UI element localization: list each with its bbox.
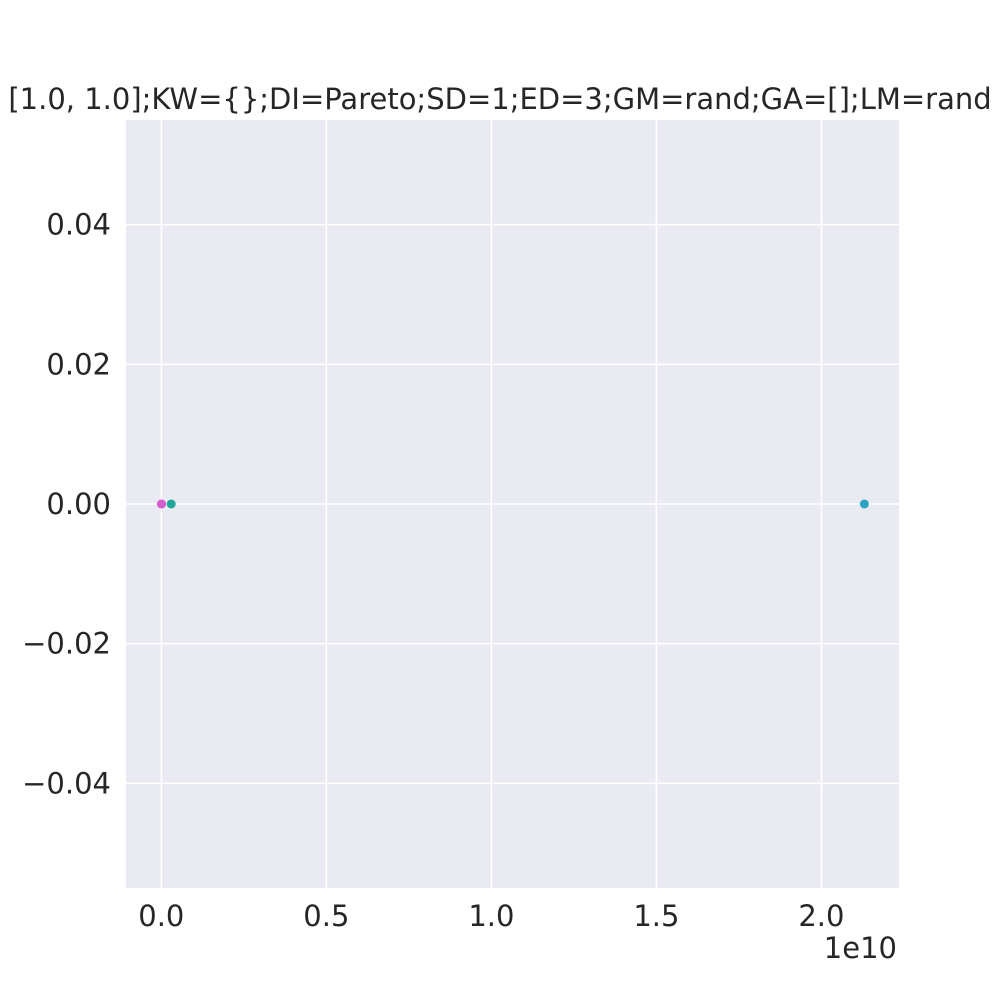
y-tick-label: 0.02 bbox=[46, 347, 111, 381]
scatter-point bbox=[859, 499, 869, 509]
y-tick-label: 0.04 bbox=[46, 208, 111, 242]
x-tick-labels: 0.0 0.5 1.0 1.5 2.0 bbox=[138, 899, 844, 933]
scatter-point bbox=[157, 499, 167, 509]
chart-title: [1.0, 1.0];KW={};DI=Pareto;SD=1;ED=3;GM=… bbox=[8, 82, 992, 116]
data-points bbox=[156, 499, 869, 509]
x-offset-label: 1e10 bbox=[824, 931, 897, 965]
y-tick-label: −0.04 bbox=[22, 766, 111, 800]
x-tick-label: 0.5 bbox=[303, 899, 349, 933]
x-tick-label: 0.0 bbox=[138, 899, 184, 933]
y-tick-label: −0.02 bbox=[22, 627, 111, 661]
x-tick-label: 2.0 bbox=[798, 899, 844, 933]
y-tick-labels: 0.04 0.02 0.00 −0.02 −0.04 bbox=[22, 208, 111, 801]
grid-lines bbox=[126, 120, 899, 888]
x-tick-label: 1.0 bbox=[468, 899, 514, 933]
scatter-point bbox=[166, 499, 176, 509]
x-tick-label: 1.5 bbox=[633, 899, 679, 933]
y-tick-label: 0.00 bbox=[46, 487, 111, 521]
